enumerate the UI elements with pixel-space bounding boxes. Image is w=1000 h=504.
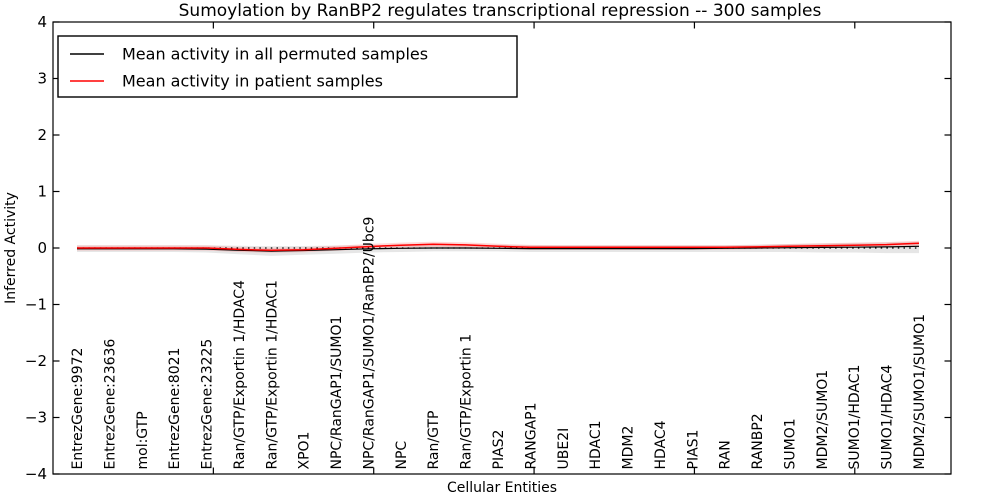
x-category-label: RAN — [718, 440, 734, 469]
x-category-label: MDM2 — [621, 426, 637, 470]
x-category-label: RANGAP1 — [523, 403, 539, 470]
legend-box — [57, 35, 518, 98]
x-category-label: Ran/GTP/Exportin 1/HDAC1 — [264, 280, 280, 469]
x-category-label: SUMO1/HDAC1 — [847, 365, 863, 470]
y-tick-label: −3 — [25, 409, 47, 427]
y-tick-label: 1 — [37, 183, 47, 201]
x-category-label: UBE2I — [556, 428, 572, 470]
x-category-label: RANBP2 — [750, 413, 766, 469]
x-category-labels: EntrezGene:9972 EntrezGene:23636 mol:GTP En… — [70, 217, 928, 470]
x-category-label: Ran/GTP/Exportin 1/HDAC4 — [232, 280, 248, 469]
series-lines — [77, 242, 920, 252]
series-line-1 — [77, 242, 920, 252]
y-tick-label: 4 — [37, 13, 47, 31]
y-tick-labels: 4 3 2 1 0 −1 −2 −3 −4 — [25, 13, 47, 483]
y-axis-label: Inferred Activity — [3, 192, 19, 304]
series-line-0 — [77, 245, 920, 252]
legend: Mean activity in all permuted samples Me… — [57, 35, 518, 98]
x-category-label: SUMO1/HDAC4 — [880, 364, 896, 469]
x-category-label: EntrezGene:9972 — [70, 348, 86, 470]
x-category-label: EntrezGene:8021 — [167, 348, 183, 470]
x-category-label: PIAS2 — [491, 430, 507, 470]
x-category-label: MDM2/SUMO1/SUMO1 — [912, 314, 928, 470]
x-category-label: MDM2/SUMO1 — [815, 370, 831, 470]
x-axis-label: Cellular Entities — [447, 480, 557, 496]
legend-label-permuted: Mean activity in all permuted samples — [122, 45, 428, 64]
x-category-label: PIAS1 — [685, 430, 701, 470]
chart-title: Sumoylation by RanBP2 regulates transcri… — [179, 1, 822, 21]
x-category-label: Ran/GTP — [426, 411, 442, 470]
x-category-label: NPC/RanGAP1/SUMO1 — [329, 316, 345, 470]
legend-label-patient: Mean activity in patient samples — [122, 72, 383, 91]
x-category-label: NPC — [394, 441, 410, 470]
y-tick-label: −4 — [25, 465, 47, 483]
y-tick-label: −1 — [25, 296, 47, 314]
x-category-label: XPO1 — [297, 432, 313, 470]
x-category-label: EntrezGene:23225 — [200, 339, 216, 470]
y-tick-label: 0 — [37, 239, 47, 257]
x-category-label: SUMO1 — [782, 418, 798, 469]
y-tick-label: −2 — [25, 352, 47, 370]
x-category-label: mol:GTP — [135, 411, 151, 469]
y-tick-label: 2 — [37, 126, 47, 144]
x-category-label: NPC/RanGAP1/SUMO1/RanBP2/Ubc9 — [361, 217, 377, 470]
x-category-label: EntrezGene:23636 — [102, 339, 118, 470]
y-tick-label: 3 — [37, 70, 47, 88]
x-category-label: HDAC4 — [653, 420, 669, 469]
plot-frame — [52, 21, 952, 475]
x-category-label: HDAC1 — [588, 420, 604, 469]
x-category-label: Ran/GTP/Exportin 1 — [459, 334, 475, 470]
